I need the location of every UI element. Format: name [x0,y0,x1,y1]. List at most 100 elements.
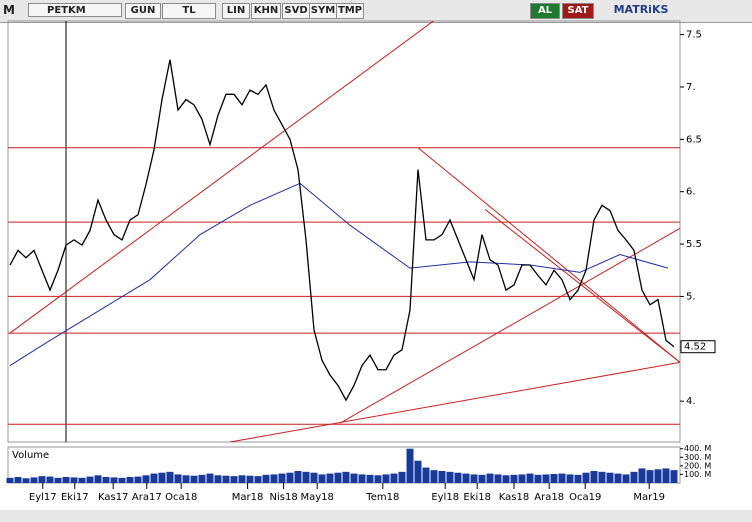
volume-bar [334,472,342,483]
volume-bar [30,477,38,483]
volume-bar [62,477,70,483]
volume-bar [158,472,166,483]
volume-bar [606,472,614,483]
volume-bar [182,475,190,483]
volume-bar [382,474,390,483]
volume-bar [638,468,646,483]
y-tick-label: 5.5 [686,239,702,250]
y-tick-label: 7. [686,82,696,93]
volume-label: Volume [12,450,49,461]
volume-bar [150,473,158,483]
volume-bar [350,473,358,483]
volume-bar [94,475,102,483]
volume-bar [414,460,422,483]
volume-tick-label: 300. M [684,453,711,462]
volume-bar [46,476,54,483]
brand: MATRiKS [613,3,669,16]
volume-bar [374,475,382,483]
status-bar [0,510,752,522]
volume-bar [654,469,662,483]
price-line [9,59,675,402]
volume-tick-label: 200. M [684,461,711,470]
volume-bar [222,475,230,483]
x-tick-label: Mar18 [232,492,264,503]
button[interactable]: LIN [222,3,250,19]
volume-bar [622,474,630,483]
sell-button[interactable]: SAT [562,3,594,19]
volume-bar [526,473,534,483]
volume-bar [542,474,550,483]
moving-average [9,182,669,366]
volume-bar [470,474,478,483]
x-tick-label: May18 [300,492,333,503]
volume-bar [318,474,326,483]
volume-bar [238,475,246,483]
volume-bar [566,474,574,483]
volume-bar [326,473,334,483]
trendline [339,227,680,424]
last-price-box [680,340,716,354]
volume-bar [406,448,414,483]
volume-bar [278,473,286,483]
volume-bar [134,476,142,483]
button[interactable]: GUN [125,3,161,19]
trendline [417,147,680,363]
y-tick-label: 6.5 [686,134,702,145]
volume-bar [14,477,22,483]
volume-bar [174,474,182,483]
button[interactable]: TMP [336,3,364,19]
volume-bar [462,473,470,483]
volume-bar [366,474,374,483]
volume-bar [254,476,262,483]
volume-bar [398,471,406,483]
trendline [9,21,435,334]
volume-bar [294,471,302,483]
volume-bar [430,470,438,483]
x-tick-label: Tem18 [365,492,399,503]
x-tick-label: Nis18 [269,492,297,503]
y-tick-label: 6. [686,187,696,198]
x-tick-label: Eki17 [61,492,89,503]
volume-bar [54,477,62,483]
volume-bar [142,475,150,483]
volume-bar [454,472,462,483]
volume-bar [646,470,654,483]
x-tick-label: Oca19 [569,492,601,503]
x-tick-label: Eki18 [463,492,491,503]
buy-button[interactable]: AL [530,3,560,19]
volume-bar [582,472,590,483]
volume-bar [598,471,606,483]
x-tick-label: Oca18 [165,492,197,503]
plot [8,21,680,442]
volume-bar [422,467,430,483]
volume-bar [518,474,526,483]
volume-bar [502,475,510,483]
volume-bar [510,474,518,483]
x-tick-label: Mar19 [633,492,665,503]
volume-bar [614,473,622,483]
y-tick-label: 4. [686,396,696,407]
button[interactable]: TL [162,3,216,19]
x-tick-label: Ara18 [534,492,564,503]
volume-bar [190,475,198,483]
volume-bar [358,474,366,483]
volume-bar [70,477,78,483]
volume-bar [662,468,670,483]
volume-bar [478,474,486,483]
x-tick-label: Eyl18 [431,492,459,503]
volume-bar [22,478,30,483]
x-tick-label: Ara17 [132,492,162,503]
volume-bar [6,477,14,483]
symbol[interactable]: PETKM [28,3,122,17]
last-price-label: 4.52 [684,342,706,353]
volume-bar [310,472,318,483]
button[interactable]: KHN [251,3,281,19]
volume-bar [494,474,502,483]
volume-bar [118,477,126,483]
volume-tick-label: 400. M [684,444,711,453]
volume-bar [590,471,598,483]
volume-bar [102,477,110,483]
volume-bar [390,473,398,483]
volume-bar [166,471,174,483]
volume-bar [670,470,678,483]
